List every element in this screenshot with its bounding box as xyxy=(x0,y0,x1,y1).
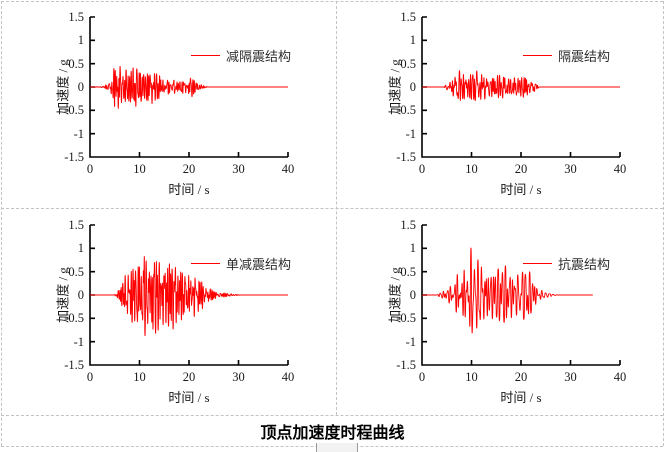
figure-caption: 顶点加速度时程曲线 xyxy=(260,424,405,442)
legend: 隔震结构 xyxy=(523,46,610,65)
chart-cell-top-left: 1.5 1 0.5 0 -0.5 -1 -1.5 0 10 20 30 40 时间 / s 加速度 / g… xyxy=(2,0,334,207)
x-axis-title: 时间 / s xyxy=(168,390,210,405)
x-tick-label: 10 xyxy=(133,162,146,176)
x-tick-label: 40 xyxy=(613,370,627,384)
x-tick-label: 10 xyxy=(133,370,146,384)
y-tick-label: -0.5 xyxy=(64,311,84,326)
y-tick-label: -0.5 xyxy=(396,311,416,326)
x-tick-label: 30 xyxy=(232,162,245,176)
x-tick-label: 40 xyxy=(281,370,295,384)
y-tick-label: 1 xyxy=(409,241,416,256)
x-tick-label: 20 xyxy=(182,370,196,384)
legend-line-swatch xyxy=(523,55,552,56)
legend-label: 减隔震结构 xyxy=(226,49,292,64)
y-tick-label: -0.5 xyxy=(396,103,416,118)
x-tick-label: 0 xyxy=(418,162,426,176)
legend-label: 单减震结构 xyxy=(226,257,292,272)
y-tick-label: 1.5 xyxy=(68,10,84,24)
acceleration-waveform xyxy=(421,70,621,102)
y-tick-label: -0.5 xyxy=(64,103,84,118)
x-tick-label: 30 xyxy=(232,370,245,384)
legend: 单减震结构 xyxy=(191,254,291,273)
y-tick-label: 1.5 xyxy=(400,10,416,24)
x-tick-label: 20 xyxy=(514,370,528,384)
y-tick-label: -1 xyxy=(405,126,416,141)
legend: 减隔震结构 xyxy=(191,46,291,65)
y-tick-label: -1 xyxy=(73,334,84,349)
legend-line-swatch xyxy=(191,55,220,56)
y-tick-label: 0 xyxy=(409,288,416,302)
x-tick-label: 0 xyxy=(86,370,94,384)
y-tick-label: -1.5 xyxy=(396,358,416,372)
y-tick-label: 0.5 xyxy=(400,56,416,71)
y-axis-title: 加速度 / g xyxy=(55,267,71,323)
x-tick-label: 30 xyxy=(564,370,577,384)
chart-cell-top-right: 1.5 1 0.5 0 -0.5 -1 -1.5 0 10 20 30 40 时间 / s 加速度 / g… xyxy=(334,0,665,207)
legend: 抗震结构 xyxy=(523,254,610,273)
x-tick-label: 40 xyxy=(613,162,627,176)
x-axis-title: 时间 / s xyxy=(500,390,542,405)
chart-plot-area xyxy=(421,224,621,366)
y-tick-label: 1.5 xyxy=(400,218,416,232)
y-tick-label: 0.5 xyxy=(68,56,84,71)
y-tick-label: 1 xyxy=(409,33,416,48)
acceleration-waveform xyxy=(421,247,594,334)
chart-plot-area xyxy=(89,16,289,158)
acceleration-waveform xyxy=(89,255,289,337)
caption-row: 顶点加速度时程曲线 xyxy=(1,415,664,446)
x-tick-label: 10 xyxy=(465,370,478,384)
acceleration-waveform xyxy=(89,65,289,109)
x-tick-label: 40 xyxy=(281,162,295,176)
chart-plot-area xyxy=(89,224,289,366)
chart-plot-area xyxy=(421,16,621,158)
legend-label: 抗震结构 xyxy=(558,257,611,272)
x-axis-title: 时间 / s xyxy=(168,182,210,197)
y-tick-label: -1 xyxy=(405,334,416,349)
x-tick-label: 20 xyxy=(182,162,196,176)
y-tick-label: 0 xyxy=(77,80,84,94)
y-tick-label: -1.5 xyxy=(64,150,84,164)
y-tick-label: 0 xyxy=(409,80,416,94)
legend-line-swatch xyxy=(191,263,220,264)
chart-cell-bottom-right: 1.5 1 0.5 0 -0.5 -1 -1.5 0 10 20 30 40 时间 / s 加速度 / g… xyxy=(334,208,665,415)
y-tick-label: 1 xyxy=(77,241,84,256)
y-axis-title: 加速度 / g xyxy=(55,59,71,115)
y-tick-label: -1.5 xyxy=(396,150,416,164)
x-tick-label: 0 xyxy=(418,370,426,384)
x-tick-label: 0 xyxy=(86,162,94,176)
y-tick-label: -1.5 xyxy=(64,358,84,372)
y-axis-title: 加速度 / g xyxy=(387,59,403,115)
y-tick-label: 0.5 xyxy=(68,264,84,279)
x-axis-title: 时间 / s xyxy=(500,182,542,197)
y-tick-label: 0 xyxy=(77,288,84,302)
y-tick-label: -1 xyxy=(73,126,84,141)
legend-line-swatch xyxy=(523,263,552,264)
table-bottom-handle[interactable] xyxy=(316,443,358,452)
legend-label: 隔震结构 xyxy=(558,49,611,64)
chart-cell-bottom-left: 1.5 1 0.5 0 -0.5 -1 -1.5 0 10 20 30 40 时间 / s 加速度 / g… xyxy=(2,208,334,415)
x-tick-label: 10 xyxy=(465,162,478,176)
x-tick-label: 30 xyxy=(564,162,577,176)
y-tick-label: 1 xyxy=(77,33,84,48)
y-axis-title: 加速度 / g xyxy=(387,267,403,323)
x-tick-label: 20 xyxy=(514,162,528,176)
y-tick-label: 1.5 xyxy=(68,218,84,232)
y-tick-label: 0.5 xyxy=(400,264,416,279)
